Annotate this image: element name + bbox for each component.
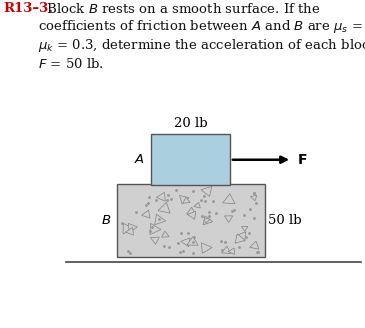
Point <box>206 213 212 218</box>
Text: $B$: $B$ <box>101 214 111 227</box>
Polygon shape <box>236 232 246 241</box>
Point <box>251 190 257 195</box>
Point <box>153 197 159 202</box>
Polygon shape <box>228 248 235 255</box>
Point <box>173 187 179 192</box>
Polygon shape <box>155 214 166 225</box>
Text: R13–3.: R13–3. <box>4 2 54 15</box>
Point <box>185 231 191 236</box>
Polygon shape <box>187 236 198 245</box>
Polygon shape <box>150 223 161 235</box>
Point <box>133 210 139 215</box>
Point <box>190 250 196 256</box>
Bar <box>151 134 230 185</box>
Point <box>201 194 207 199</box>
Polygon shape <box>187 207 196 215</box>
Polygon shape <box>204 218 210 223</box>
Point <box>169 197 174 202</box>
Polygon shape <box>235 234 245 243</box>
Point <box>229 209 235 214</box>
Point <box>191 189 196 194</box>
Point <box>191 235 197 240</box>
Point <box>254 249 260 254</box>
Point <box>143 202 149 208</box>
Point <box>231 207 237 213</box>
Point <box>164 198 170 203</box>
Point <box>180 248 186 254</box>
Polygon shape <box>162 231 169 237</box>
Point <box>177 249 183 254</box>
Polygon shape <box>222 246 231 254</box>
Polygon shape <box>201 243 212 254</box>
Point <box>243 235 249 240</box>
Point <box>178 231 184 236</box>
Polygon shape <box>156 193 165 201</box>
Point <box>222 239 228 244</box>
Point <box>251 190 257 195</box>
Point <box>253 200 258 205</box>
Polygon shape <box>142 210 150 218</box>
Text: Block $B$ rests on a smooth surface. If the
coefficients of friction between $A$: Block $B$ rests on a smooth surface. If … <box>38 2 365 71</box>
Point <box>199 214 205 219</box>
Point <box>210 198 216 203</box>
Polygon shape <box>187 211 196 219</box>
Text: 50 lb: 50 lb <box>268 214 302 227</box>
Polygon shape <box>181 238 190 247</box>
Point <box>247 206 253 211</box>
Polygon shape <box>203 216 213 225</box>
Polygon shape <box>201 186 212 196</box>
Polygon shape <box>183 197 190 203</box>
Point <box>190 239 196 244</box>
Point <box>127 250 133 256</box>
Point <box>212 211 218 216</box>
Point <box>165 193 171 198</box>
Polygon shape <box>158 202 170 213</box>
Point <box>161 243 166 248</box>
Point <box>255 250 261 255</box>
Polygon shape <box>224 216 233 222</box>
Polygon shape <box>123 223 134 234</box>
Polygon shape <box>242 226 248 231</box>
Bar <box>117 184 265 257</box>
Point <box>206 209 212 215</box>
Point <box>146 194 152 199</box>
Point <box>145 200 151 205</box>
Point <box>219 247 225 253</box>
Point <box>125 248 131 254</box>
Point <box>166 244 172 249</box>
Point <box>246 230 252 236</box>
Polygon shape <box>180 195 189 204</box>
Polygon shape <box>126 227 134 235</box>
Point <box>235 244 241 249</box>
Point <box>198 198 204 203</box>
Text: 20 lb: 20 lb <box>174 116 207 130</box>
Point <box>156 216 162 222</box>
Point <box>149 224 155 229</box>
Polygon shape <box>128 223 137 232</box>
Text: $\mathbf{F}$: $\mathbf{F}$ <box>297 153 308 167</box>
Point <box>241 212 247 217</box>
Point <box>202 198 208 203</box>
Polygon shape <box>223 194 235 204</box>
Point <box>119 220 125 226</box>
Polygon shape <box>250 195 257 201</box>
Text: $A$: $A$ <box>134 153 145 166</box>
Point <box>147 229 153 234</box>
Polygon shape <box>250 241 259 249</box>
Point <box>175 240 181 246</box>
Point <box>251 215 257 221</box>
Polygon shape <box>150 237 159 244</box>
Polygon shape <box>194 202 200 208</box>
Point <box>218 239 224 244</box>
